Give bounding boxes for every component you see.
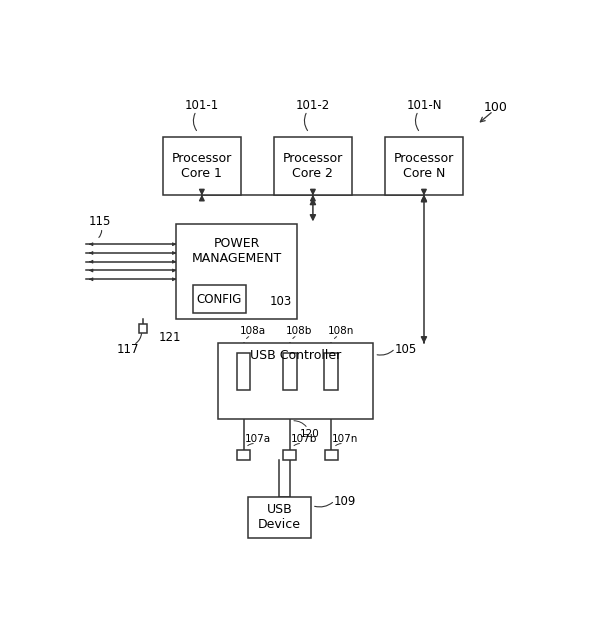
Text: 101-N: 101-N: [406, 99, 442, 111]
Bar: [273, 137, 352, 195]
Text: 105: 105: [394, 343, 417, 356]
Bar: [139, 324, 147, 333]
Text: 101-1: 101-1: [184, 99, 219, 111]
Text: 103: 103: [270, 295, 292, 308]
Bar: [248, 497, 310, 538]
Text: 115: 115: [89, 216, 111, 228]
Bar: [162, 137, 241, 195]
Text: Processor
Core N: Processor Core N: [394, 152, 454, 180]
Bar: [283, 353, 297, 390]
Text: USB
Device: USB Device: [258, 504, 301, 532]
Text: Processor
Core 2: Processor Core 2: [283, 152, 343, 180]
Text: 101-2: 101-2: [296, 99, 330, 111]
Bar: [193, 285, 246, 313]
Text: 117: 117: [116, 343, 139, 356]
Text: 109: 109: [334, 495, 356, 508]
Text: POWER
MANAGEMENT: POWER MANAGEMENT: [192, 237, 282, 265]
Text: 107b: 107b: [291, 434, 317, 444]
Text: CONFIG: CONFIG: [196, 293, 242, 306]
Text: 100: 100: [484, 101, 507, 114]
Text: 107n: 107n: [332, 434, 358, 444]
Text: 108n: 108n: [328, 326, 354, 336]
Bar: [236, 353, 251, 390]
Bar: [177, 224, 297, 319]
Bar: [218, 344, 373, 419]
Text: 120: 120: [299, 428, 319, 439]
Text: 107a: 107a: [244, 434, 270, 444]
Text: 108a: 108a: [239, 326, 266, 336]
Bar: [325, 449, 338, 460]
Text: 121: 121: [159, 331, 181, 344]
Text: USB Controller: USB Controller: [250, 349, 341, 362]
Bar: [237, 449, 250, 460]
Bar: [284, 449, 296, 460]
Text: 108b: 108b: [286, 326, 312, 336]
Bar: [325, 353, 338, 390]
Bar: [384, 137, 463, 195]
Text: Processor
Core 1: Processor Core 1: [172, 152, 232, 180]
